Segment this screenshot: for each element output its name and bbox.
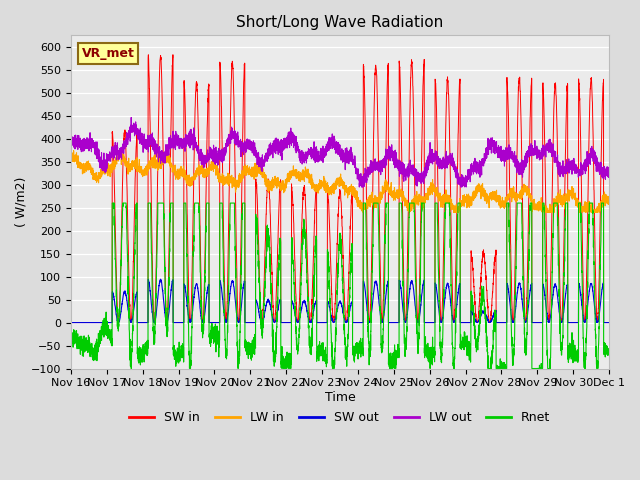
SW in [461, 320, 468, 325]
LW out [67, 137, 75, 143]
LW in [492, 197, 499, 203]
X-axis label: Time: Time [324, 391, 355, 404]
Line: SW in: SW in [71, 55, 609, 323]
Line: LW in: LW in [71, 149, 609, 212]
LW in [461, 198, 468, 204]
SW out [164, 318, 172, 324]
LW out [127, 115, 135, 120]
SW in [605, 320, 613, 325]
Line: SW out: SW out [71, 279, 609, 323]
LW in [605, 200, 613, 206]
SW in [491, 254, 499, 260]
SW in [431, 320, 438, 325]
SW out [320, 320, 328, 325]
LW out [320, 147, 328, 153]
SW in [67, 320, 75, 325]
Title: Short/Long Wave Radiation: Short/Long Wave Radiation [236, 15, 444, 30]
Rnet [605, 351, 613, 357]
SW out [67, 320, 75, 325]
Rnet [127, 366, 135, 372]
LW out [605, 172, 612, 178]
Rnet [605, 347, 612, 352]
Rnet [431, 352, 438, 358]
Y-axis label: ( W/m2): ( W/m2) [15, 177, 28, 227]
LW out [492, 139, 499, 145]
LW in [116, 146, 124, 152]
Rnet [461, 341, 468, 347]
SW in [605, 320, 612, 325]
LW in [431, 189, 438, 194]
LW out [355, 184, 363, 190]
LW in [164, 158, 172, 164]
LW in [605, 201, 612, 207]
Rnet [67, 338, 75, 344]
Rnet [492, 329, 499, 335]
Text: VR_met: VR_met [82, 47, 134, 60]
Line: LW out: LW out [71, 118, 609, 187]
SW out [605, 320, 613, 325]
SW in [320, 320, 328, 325]
LW out [431, 156, 438, 162]
SW out [431, 320, 438, 325]
LW in [359, 209, 367, 215]
SW in [169, 52, 177, 58]
SW out [461, 320, 468, 325]
LW out [605, 171, 613, 177]
SW out [605, 320, 612, 325]
LW in [320, 173, 328, 179]
SW out [157, 276, 164, 282]
LW out [164, 142, 172, 148]
Rnet [108, 200, 116, 206]
Rnet [320, 356, 328, 362]
SW in [164, 312, 172, 318]
Legend: SW in, LW in, SW out, LW out, Rnet: SW in, LW in, SW out, LW out, Rnet [124, 406, 556, 429]
LW out [461, 176, 468, 182]
SW out [491, 309, 499, 314]
Line: Rnet: Rnet [71, 203, 609, 369]
Rnet [164, 317, 172, 323]
LW in [67, 156, 75, 162]
